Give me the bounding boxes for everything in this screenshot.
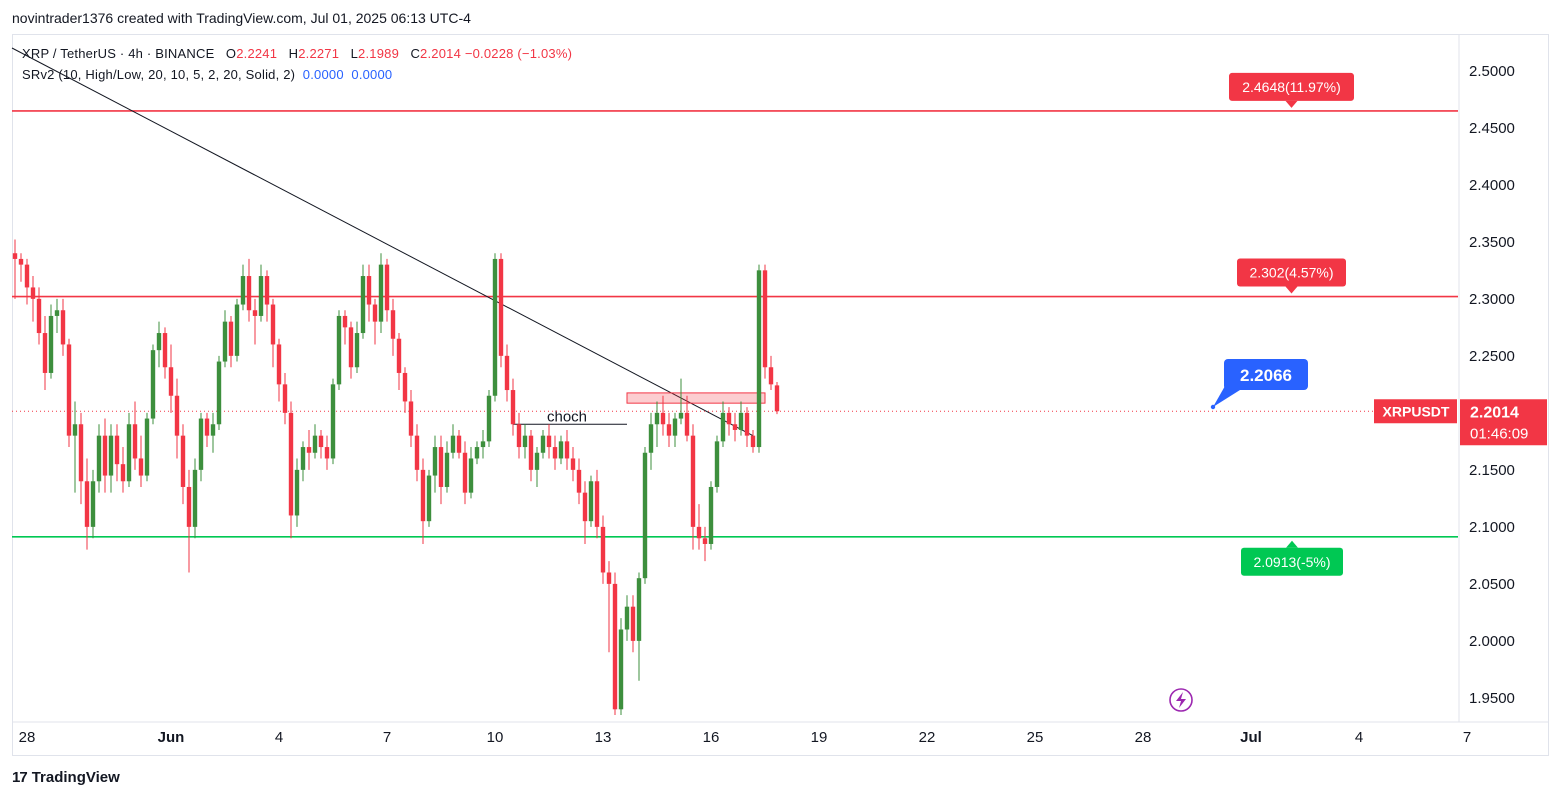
indicator-value-1: 0.0000 — [302, 67, 344, 82]
low-label: L — [350, 46, 359, 61]
high-value: 2.2271 — [298, 46, 340, 61]
low-value: 2.1989 — [358, 46, 400, 61]
indicator-legend[interactable]: SRv2 (10, High/Low, 20, 10, 5, 2, 20, So… — [22, 67, 392, 82]
close-value: 2.2014 — [420, 46, 462, 61]
symbol-name[interactable]: XRP / TetherUS · 4h · BINANCE — [22, 46, 215, 61]
high-label: H — [288, 46, 299, 61]
tradingview-logo-icon: 17 — [12, 769, 28, 786]
change-value: −0.0228 (−1.03%) — [464, 46, 573, 61]
open-value: 2.2241 — [236, 46, 278, 61]
close-label: C — [410, 46, 421, 61]
indicator-name[interactable]: SRv2 (10, High/Low, 20, 10, 5, 2, 20, So… — [22, 67, 296, 82]
chart-frame — [12, 34, 1549, 756]
chart-attribution: novintrader1376 created with TradingView… — [12, 10, 471, 26]
symbol-legend[interactable]: XRP / TetherUS · 4h · BINANCE O2.2241 H2… — [22, 46, 572, 61]
indicator-value-2: 0.0000 — [351, 67, 393, 82]
open-label: O — [225, 46, 237, 61]
tradingview-name: TradingView — [31, 769, 120, 786]
tradingview-brand[interactable]: 17 TradingView — [12, 769, 120, 786]
